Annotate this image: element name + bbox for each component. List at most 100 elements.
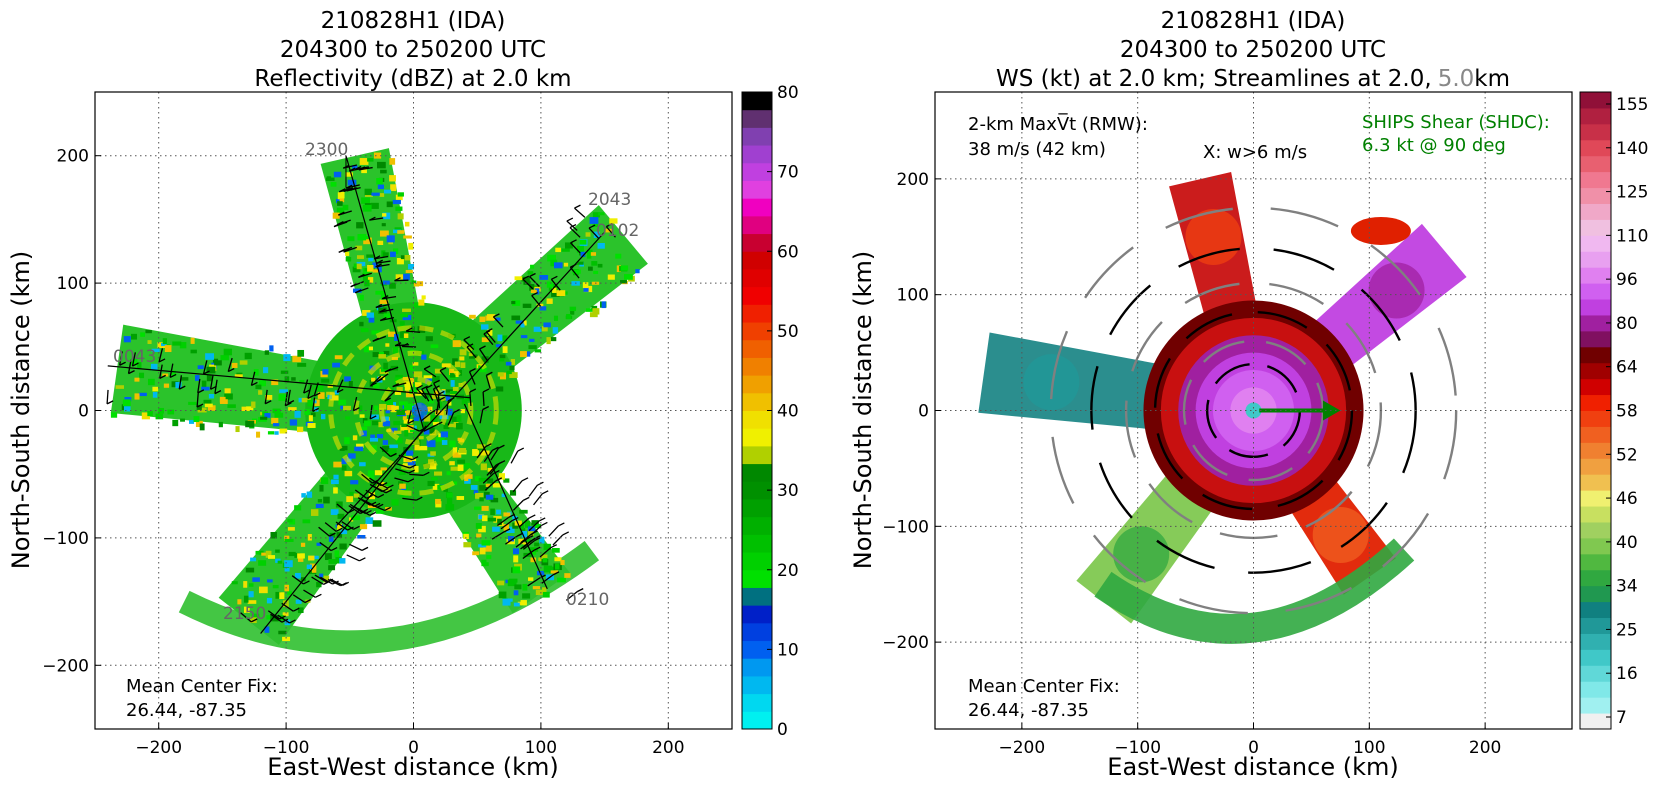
wind-barb-flag [479, 345, 486, 350]
reflectivity-cell [358, 405, 363, 412]
colorbar-tick-label: 60 [777, 242, 799, 262]
reflectivity-cell [553, 315, 559, 321]
reflectivity-cell [432, 421, 440, 426]
reflectivity-cell [551, 290, 560, 297]
wind-barb-flag [526, 535, 534, 540]
wind-barb-staff [131, 352, 136, 367]
reflectivity-cell [171, 381, 179, 388]
reflectivity-cell [460, 409, 465, 414]
reflectivity-cell [418, 299, 425, 306]
reflectivity-cell [379, 299, 389, 304]
colorbar-swatch [1580, 203, 1611, 220]
wind-barb-flag [303, 580, 310, 585]
wind-barb-staff [527, 577, 540, 587]
reflectivity-cell [164, 345, 172, 353]
reflectivity-cell [359, 426, 368, 432]
wind-barb-staff [379, 446, 391, 457]
wind-barb-flag [606, 223, 613, 228]
reflectivity-cell [379, 230, 389, 237]
reflectivity-cell [379, 403, 387, 410]
wind-barb-staff [395, 344, 410, 347]
reflectivity-cell [337, 201, 343, 206]
wind-barb-staff [369, 217, 384, 221]
reflectivity-cell [266, 615, 272, 620]
wind-barb-flag [415, 496, 423, 501]
wind-barb-staff [197, 378, 201, 393]
reflectivity-cell [556, 290, 566, 297]
wind-barb-flag [433, 379, 440, 384]
flight-track [107, 365, 471, 399]
reflectivity-cell [395, 194, 403, 201]
wind-barb-flag [279, 615, 286, 620]
reflectivity-cell [377, 265, 382, 273]
y-tick-label: −200 [42, 656, 89, 676]
reflectivity-cell [539, 536, 545, 544]
reflectivity-cell [333, 171, 342, 178]
reflectivity-cell [218, 421, 223, 428]
reflectivity-cell [359, 294, 364, 301]
wind-barb-flag [264, 400, 272, 405]
y-tick-label: 0 [78, 402, 89, 422]
reflectivity-cell [367, 264, 374, 272]
reflectivity-cell [554, 557, 562, 562]
reflectivity-cell [481, 337, 489, 343]
colorbar-tick-label: 40 [777, 402, 799, 422]
wind-barb-staff [395, 468, 409, 474]
reflectivity-cell [390, 184, 397, 192]
reflectivity-cell [479, 485, 488, 491]
reflectivity-cell [543, 322, 551, 328]
reflectivity-cell [258, 550, 264, 555]
reflectivity-cell [590, 252, 597, 256]
colorbar-swatch [742, 127, 772, 146]
reflectivity-cell [481, 505, 489, 511]
reflectivity-cell [564, 573, 571, 578]
reflectivity-cell [357, 534, 366, 539]
flight-track [336, 231, 606, 526]
wind-barb-flag [588, 224, 596, 229]
wind-barb-flag [366, 494, 373, 499]
wind-barb-staff [312, 397, 316, 412]
streamline [1153, 310, 1354, 511]
reflectivity-cell [340, 405, 346, 410]
wind-barb-staff [292, 594, 306, 604]
reflectivity-cell [171, 370, 176, 377]
reflectivity-cell [495, 317, 501, 321]
colorbar-swatch [1580, 235, 1611, 252]
colorbar-tick-label: 80 [1616, 314, 1638, 334]
reflectivity-cell [396, 409, 406, 416]
reflectivity-cell [527, 271, 534, 275]
colorbar-swatch [1580, 330, 1611, 348]
left-x-axis-label: East-West distance (km) [267, 753, 558, 781]
right-title-height-5: 5.0 [1438, 66, 1475, 92]
reflectivity-cell [414, 465, 419, 473]
wind-barb-flag [394, 342, 402, 347]
reflectivity-cell [560, 559, 565, 566]
reflectivity-cell [393, 430, 402, 434]
reflectivity-cell [490, 508, 495, 516]
wind-barb-flag [315, 593, 322, 598]
reflectivity-cell [138, 392, 147, 397]
reflectivity-cell [576, 261, 584, 265]
colorbar-tick-label: 50 [777, 322, 799, 342]
reflectivity-cell [352, 266, 361, 273]
reflectivity-cell [518, 538, 523, 545]
colorbar-tick-label: 0 [777, 720, 788, 740]
reflectivity-cell [252, 577, 260, 582]
reflectivity-cell [512, 548, 520, 555]
wind-barb-flag [529, 272, 536, 278]
right-center-fix-value: 26.44, -87.35 [968, 700, 1089, 721]
reflectivity-cell [395, 437, 403, 444]
wind-barb-flag [339, 188, 346, 193]
x-tick-label: 200 [652, 738, 684, 758]
colorbar-tick-label: 25 [1616, 620, 1638, 640]
reflectivity-cell [369, 437, 379, 442]
reflectivity-cell [189, 419, 195, 424]
reflectivity-cell [530, 264, 535, 269]
wind-barb-flag [485, 443, 492, 448]
reflectivity-cell [394, 227, 402, 231]
colorbar-swatch [1580, 649, 1611, 666]
wind-barb-staff [287, 389, 291, 404]
wind-barb-staff [291, 575, 304, 585]
wind-barb-flag [438, 396, 446, 401]
reflectivity-cell [479, 497, 484, 502]
